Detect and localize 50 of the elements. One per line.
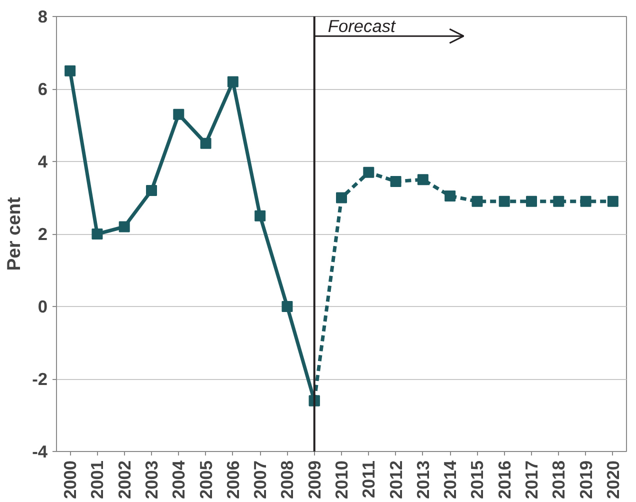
point: [472, 196, 483, 207]
point: [146, 185, 157, 196]
point: [200, 138, 212, 149]
point: [118, 221, 130, 232]
y-tick-label: 4: [38, 152, 48, 172]
x-tick-label: 2008: [277, 460, 298, 500]
x-tick-label: 2020: [602, 460, 623, 500]
point: [417, 174, 428, 186]
x-tick-label: 2010: [332, 460, 352, 500]
point: [498, 196, 510, 207]
point: [173, 108, 184, 120]
y-tick-label: 0: [38, 296, 48, 316]
x-tick-label: 2006: [222, 460, 243, 500]
x-tick-label: 2007: [250, 460, 270, 500]
x-tick-label: 2004: [168, 460, 189, 500]
point: [553, 196, 564, 207]
x-tick-label: 2018: [548, 460, 569, 500]
x-tick-label: 2014: [440, 460, 460, 500]
point: [363, 166, 374, 178]
x-tick-label: 2000: [60, 460, 80, 500]
x-tick-label: 2005: [196, 460, 216, 500]
x-tick-label: 2011: [358, 460, 379, 498]
x-tick-label: 2009: [304, 460, 324, 500]
x-tick-label: 2016: [494, 460, 514, 500]
point: [64, 65, 76, 76]
x-tick-label: 2001: [87, 460, 108, 500]
x-tick-label: 2013: [412, 460, 433, 500]
point: [390, 176, 402, 187]
point: [336, 192, 347, 204]
point: [254, 210, 266, 222]
y-tick-label: 2: [38, 224, 48, 244]
y-tick-label: -2: [32, 369, 48, 389]
y-tick-label: 6: [38, 79, 48, 99]
x-tick-label: 2003: [142, 460, 162, 500]
point: [526, 196, 537, 207]
point: [444, 190, 456, 202]
ref-line-label: Forecast: [328, 16, 397, 36]
x-tick-label: 2019: [576, 460, 596, 500]
x-tick-label: 2015: [467, 460, 488, 500]
point: [92, 228, 103, 240]
y-axis-title: Per cent: [3, 197, 24, 271]
y-tick-label: -4: [32, 442, 48, 462]
point: [580, 196, 592, 207]
x-tick-label: 2002: [114, 460, 134, 500]
y-tick-label: 8: [38, 6, 48, 26]
point: [227, 76, 238, 88]
point: [282, 301, 293, 312]
point: [607, 196, 618, 207]
x-tick-label: 2017: [522, 460, 542, 500]
x-tick-label: 2012: [386, 460, 406, 500]
